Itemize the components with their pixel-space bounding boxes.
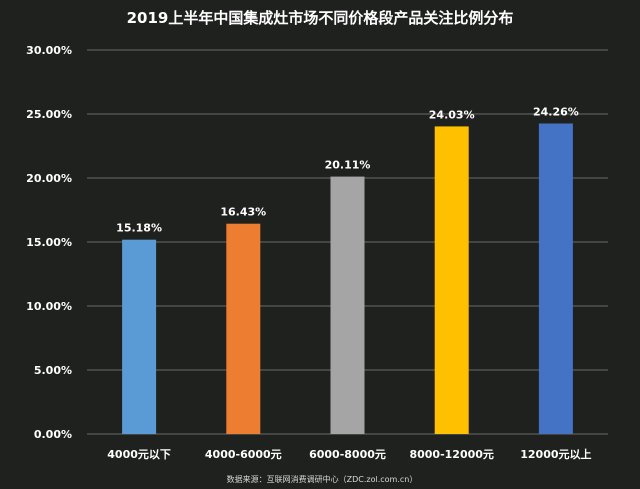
y-tick-label: 30.00% — [26, 44, 72, 57]
x-tick-label: 12000元以上 — [520, 447, 591, 461]
y-tick-label: 5.00% — [34, 364, 72, 377]
data-label: 24.26% — [533, 105, 579, 118]
y-tick-label: 20.00% — [26, 172, 72, 185]
bar — [226, 223, 261, 434]
data-label: 20.11% — [325, 159, 371, 172]
x-tick-label: 4000元以下 — [107, 448, 171, 461]
bar — [330, 176, 365, 435]
y-tick-label: 25.00% — [26, 108, 72, 121]
x-tick-label: 4000-6000元 — [205, 448, 282, 461]
data-labels: 15.18% 16.43% 20.11% 24.03% 24.26% — [116, 105, 579, 234]
source-note: 数据来源：互联网消费调研中心（ZDC.zol.com.cn） — [227, 474, 418, 484]
x-axis-tick-labels: 4000元以下 4000-6000元 6000-8000元 8000-12000元 12… — [107, 447, 591, 461]
y-tick-label: 0.00% — [34, 428, 72, 441]
y-tick-label: 10.00% — [26, 300, 72, 313]
data-label: 24.03% — [429, 108, 475, 121]
bars — [122, 123, 573, 435]
chart-title: 2019上半年中国集成灶市场不同价格段产品关注比例分布 — [127, 9, 514, 27]
data-label: 16.43% — [220, 206, 266, 219]
data-label: 15.18% — [116, 222, 162, 235]
y-axis-tick-labels: 0.00% 5.00% 10.00% 15.00% 20.00% 25.00% 30.00% — [26, 44, 72, 441]
x-tick-label: 6000-8000元 — [309, 448, 386, 461]
bar — [538, 123, 573, 435]
bar — [122, 239, 157, 434]
x-tick-label: 8000-12000元 — [409, 448, 493, 461]
bar — [434, 126, 469, 434]
y-tick-label: 15.00% — [26, 236, 72, 249]
